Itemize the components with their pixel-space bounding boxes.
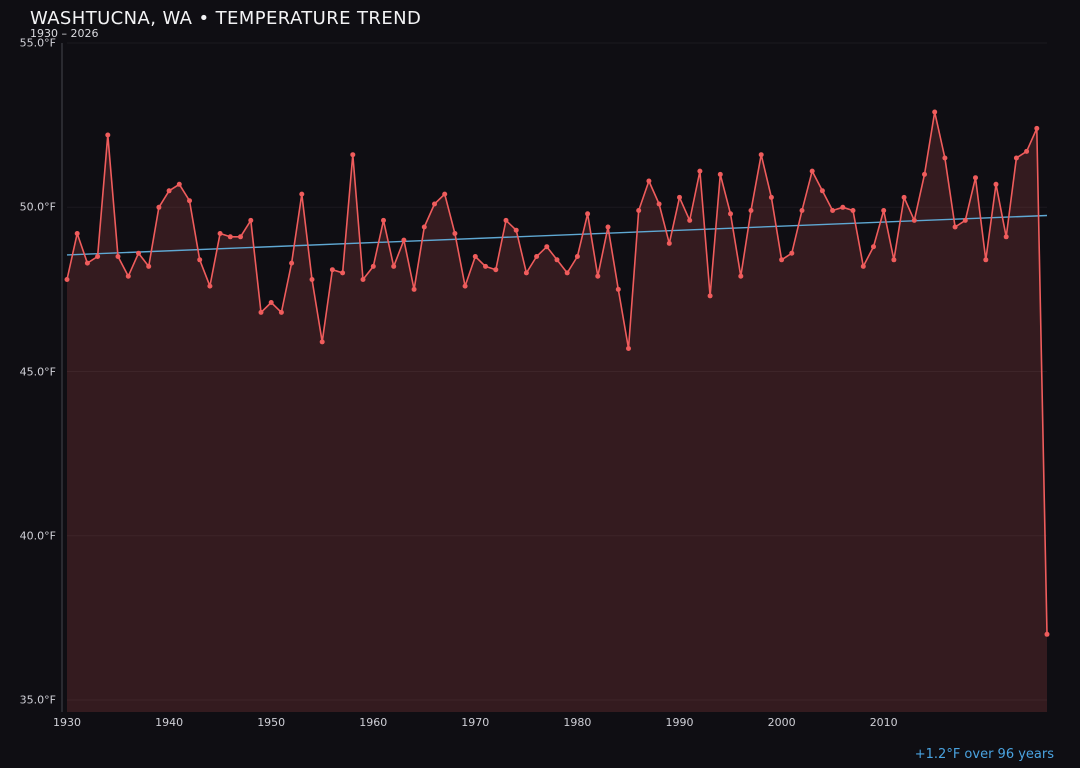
x-tick-label: 2000	[767, 716, 796, 729]
x-tick-label: 1990	[665, 716, 694, 729]
y-tick-label: 40.0°F	[19, 529, 56, 543]
chart-title: WASHTUCNA, WA • TEMPERATURE TREND	[30, 8, 422, 29]
y-tick-label: 35.0°F	[19, 693, 56, 707]
trend-annotation: +1.2°F over 96 years	[914, 747, 1054, 762]
x-tick-label: 1950	[257, 716, 286, 729]
y-tick-label: 45.0°F	[19, 365, 56, 378]
x-tick-label: 2010	[869, 716, 898, 729]
x-tick-label: 1930	[53, 716, 81, 729]
x-tick-label: 1980	[563, 716, 592, 729]
chart-subtitle: 1930 – 2026	[30, 27, 99, 40]
x-tick-label: 1970	[461, 716, 490, 729]
y-tick-label: 55.0°F	[19, 36, 56, 50]
x-tick-label: 1960	[359, 716, 388, 729]
y-tick-label: 50.0°F	[19, 200, 56, 214]
x-tick-label: 1940	[155, 716, 184, 729]
